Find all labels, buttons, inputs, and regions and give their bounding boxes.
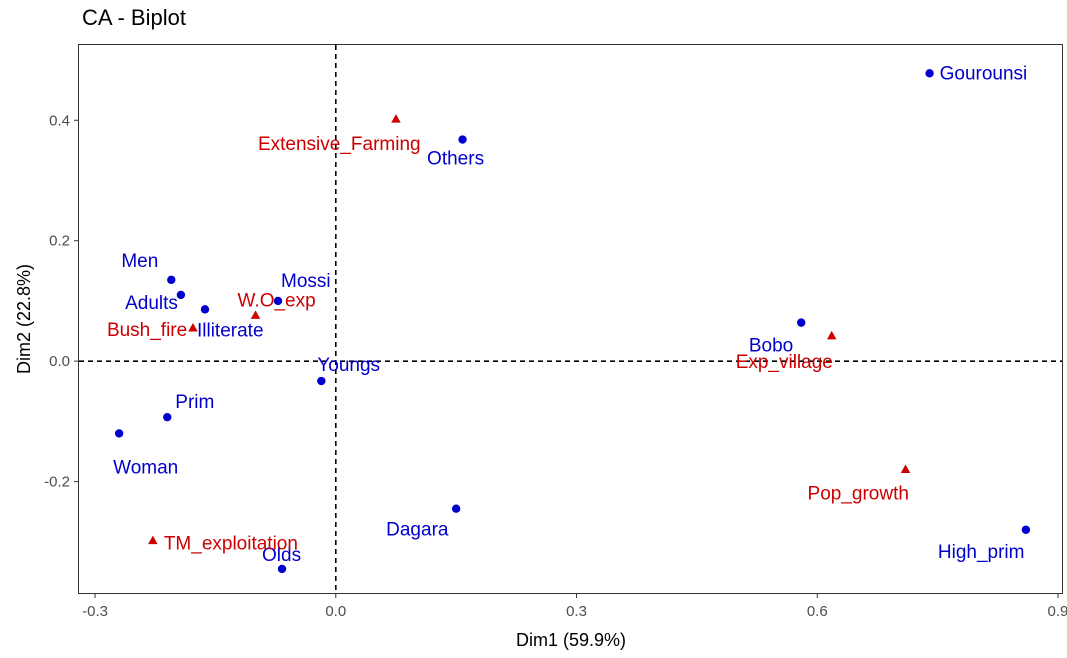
point-w-o-exp xyxy=(250,310,261,319)
point-illiterate xyxy=(200,305,210,314)
label-dagara: Dagara xyxy=(386,520,449,541)
y-tick-label: 0.0 xyxy=(49,353,70,370)
chart-title: CA - Biplot xyxy=(82,5,186,30)
point-olds xyxy=(277,564,287,574)
plot-panel xyxy=(78,44,1063,594)
point-bobo xyxy=(797,318,806,327)
point-prim xyxy=(163,412,172,422)
point-dagara xyxy=(451,504,461,513)
label-exp-village: Exp_village xyxy=(736,352,833,373)
label-extensive-farming: Extensive_Farming xyxy=(258,134,421,155)
point-woman xyxy=(114,429,124,438)
label-high-prim: High_prim xyxy=(938,542,1025,563)
label-gourounsi: Gourounsi xyxy=(940,63,1028,84)
label-illiterate: Illiterate xyxy=(197,320,264,341)
x-tick-label: 0.3 xyxy=(566,603,587,620)
point-men xyxy=(167,275,176,285)
point-others xyxy=(458,135,467,144)
label-w-o-exp: W.O_exp xyxy=(238,290,316,311)
x-tick-label: 0.0 xyxy=(325,603,346,620)
x-axis-ticks: -0.3 0.0 0.3 0.6 0.9 xyxy=(82,593,1067,620)
data-markers xyxy=(114,69,1031,574)
point-bush-fire xyxy=(188,323,198,332)
y-axis-title: Dim2 (22.8%) xyxy=(14,264,34,374)
point-exp-village xyxy=(826,330,837,340)
data-labels: Gourounsi Others Men Mossi Adults Illiterate B… xyxy=(107,63,1027,566)
label-mossi: Mossi xyxy=(281,271,331,292)
label-olds: Olds xyxy=(262,545,301,566)
x-tick-label: -0.3 xyxy=(82,603,108,620)
y-axis-ticks: -0.2 0.0 0.2 0.4 xyxy=(44,112,79,491)
point-adults xyxy=(176,290,186,300)
label-prim: Prim xyxy=(175,392,214,413)
x-axis-title: Dim1 (59.9%) xyxy=(516,630,626,650)
label-others: Others xyxy=(427,149,484,170)
label-men: Men xyxy=(121,251,158,272)
label-tm-exploitation: TM_exploitation xyxy=(164,534,298,555)
point-high-prim xyxy=(1021,525,1031,534)
label-youngs: Youngs xyxy=(317,355,380,376)
label-bobo: Bobo xyxy=(749,336,793,357)
y-tick-label: 0.2 xyxy=(49,233,70,250)
label-pop-growth: Pop_growth xyxy=(808,484,909,505)
y-tick-label: -0.2 xyxy=(44,474,70,491)
point-tm-exploitation xyxy=(148,535,158,545)
point-gourounsi xyxy=(925,69,934,78)
x-tick-label: 0.6 xyxy=(807,603,828,620)
label-adults: Adults xyxy=(125,293,178,314)
point-youngs xyxy=(317,376,326,386)
point-extensive-farming xyxy=(391,114,401,123)
point-pop-growth xyxy=(900,464,911,474)
label-woman: Woman xyxy=(113,457,178,478)
y-tick-label: 0.4 xyxy=(49,112,70,129)
label-bush-fire: Bush_fire xyxy=(107,320,187,341)
reference-lines xyxy=(79,45,1062,593)
x-tick-label: 0.9 xyxy=(1048,603,1067,620)
point-mossi xyxy=(273,296,283,306)
